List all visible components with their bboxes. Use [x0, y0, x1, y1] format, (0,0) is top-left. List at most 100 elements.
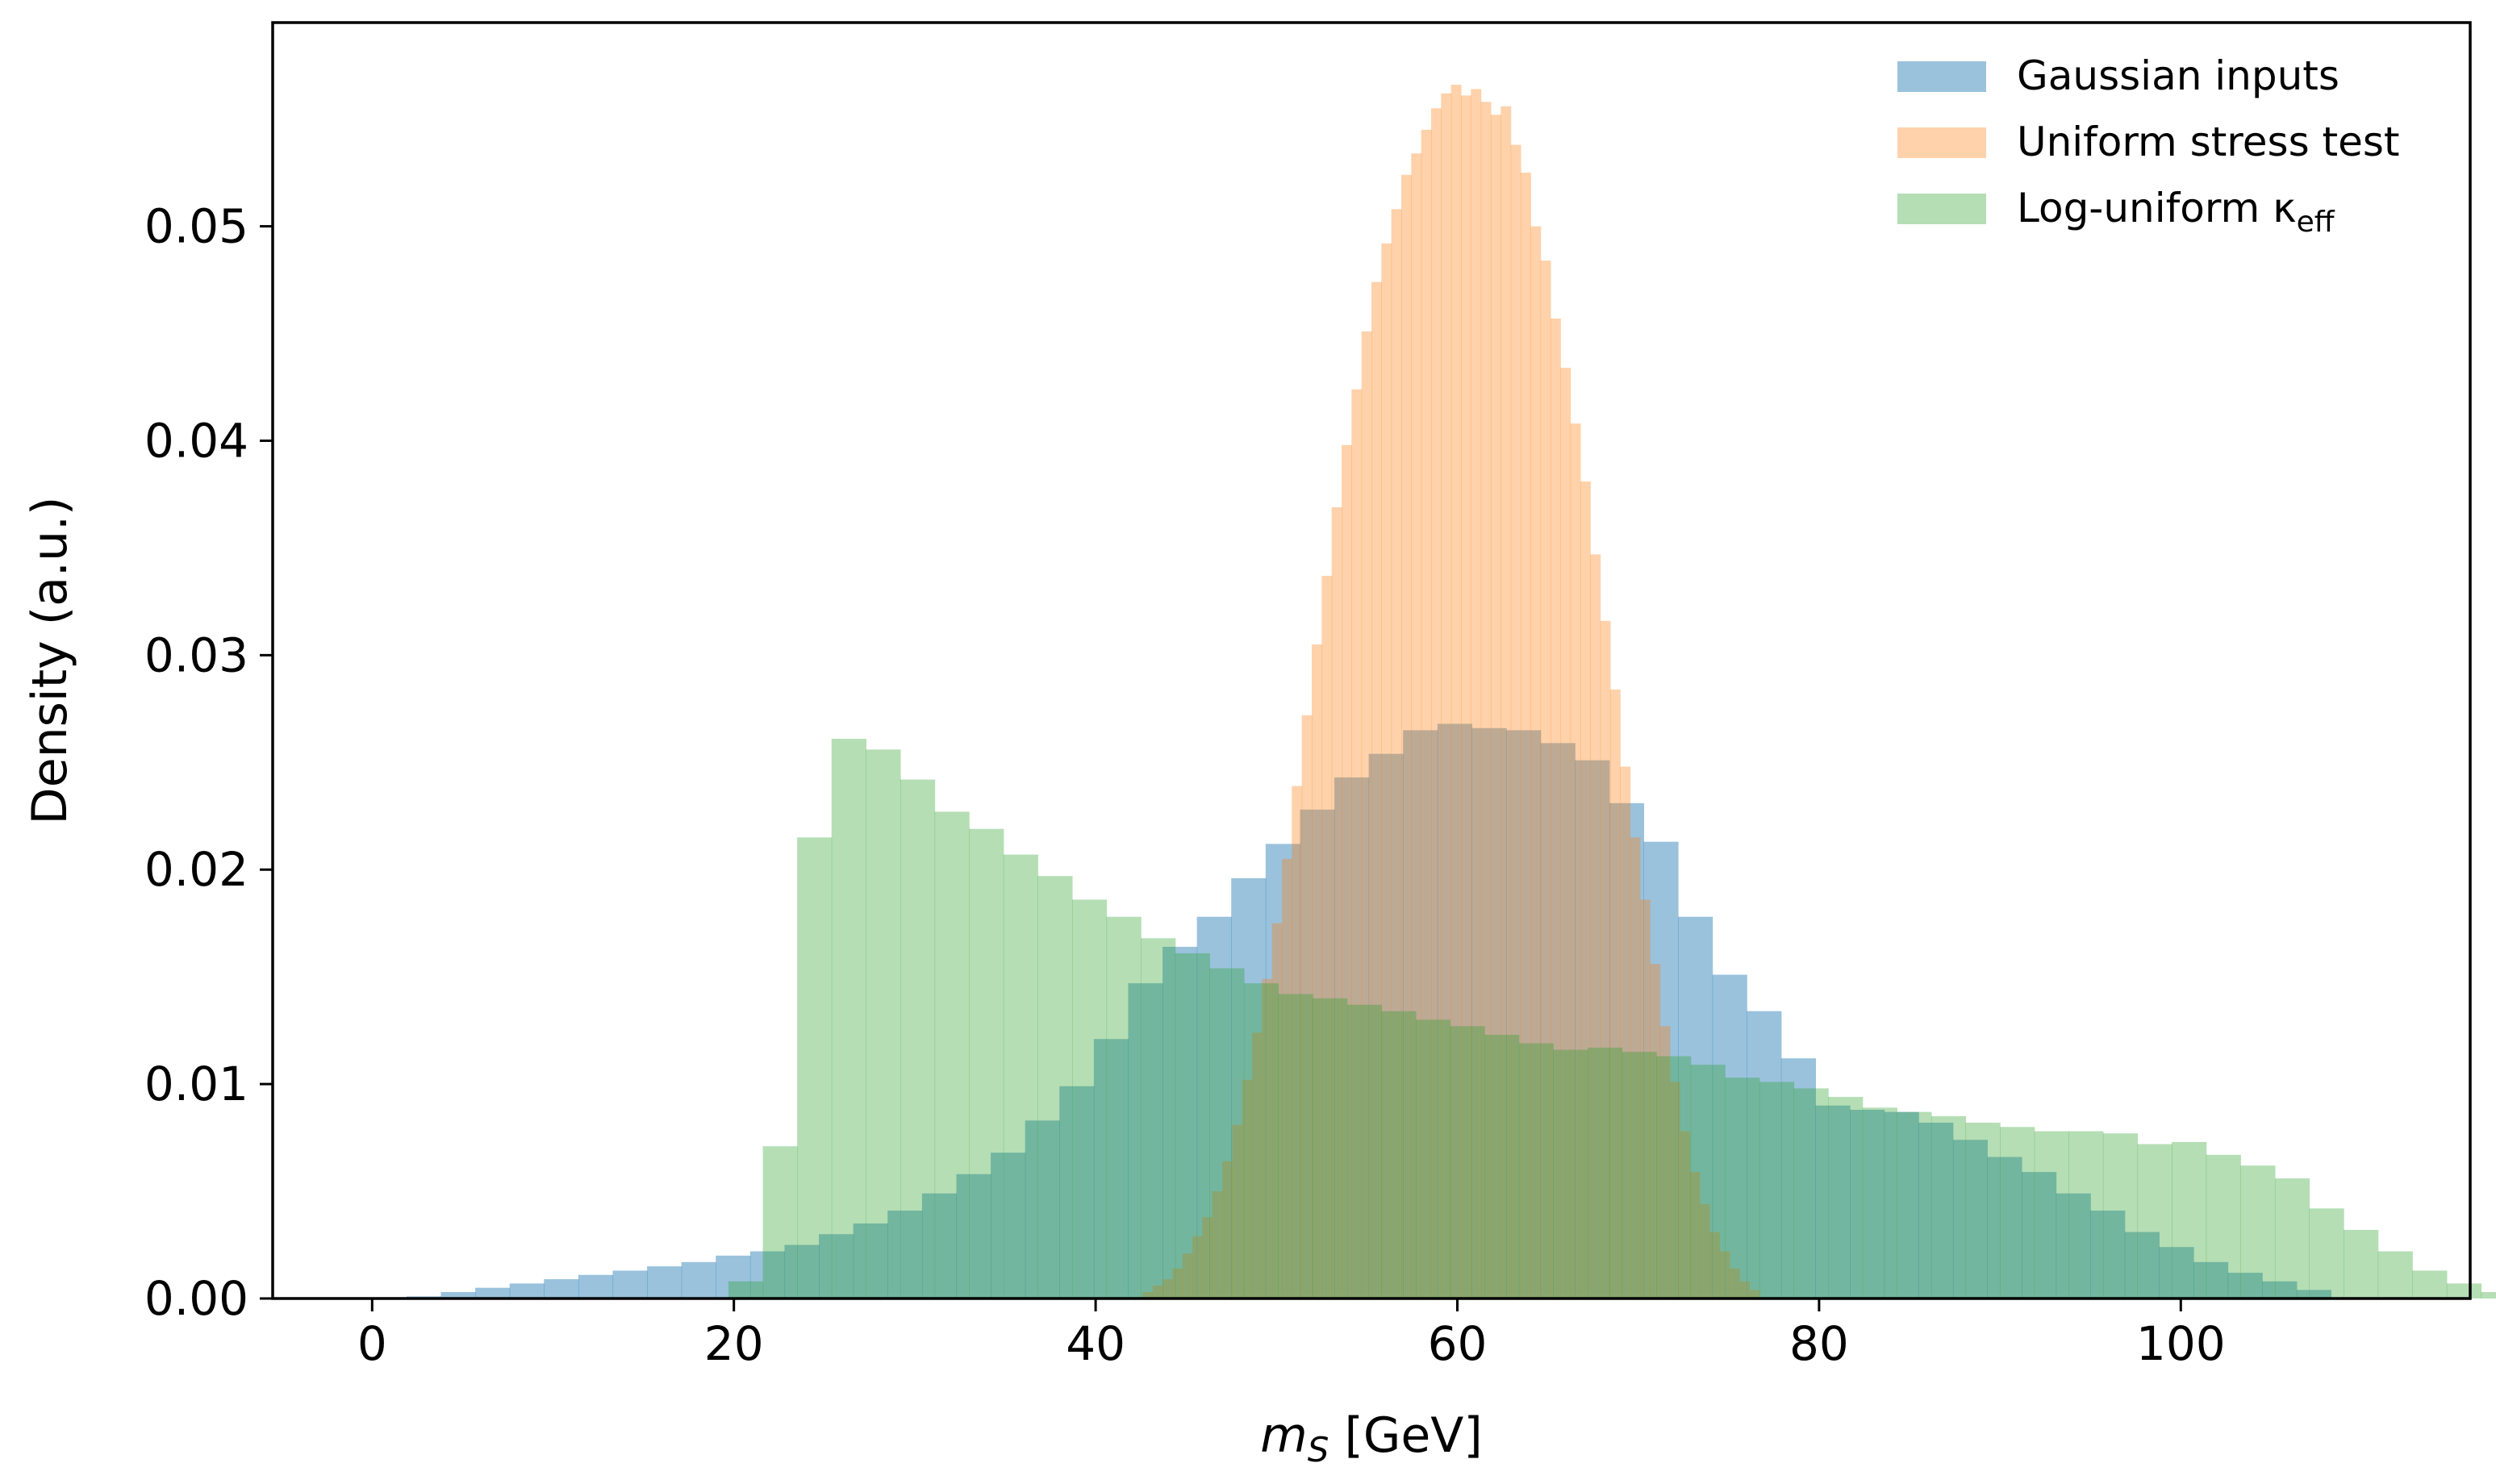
bar-uniform-13 — [1271, 923, 1283, 1298]
bar-uniform-9 — [1232, 1124, 1243, 1298]
bar-log-uniform-50 — [2446, 1283, 2482, 1298]
bar-gaussian-16 — [921, 1193, 958, 1298]
bar-gaussian-34 — [1540, 743, 1576, 1298]
bar-gaussian-56 — [2296, 1290, 2331, 1298]
bar-uniform-57 — [1709, 1232, 1721, 1298]
histogram-bars — [406, 85, 2496, 1299]
bar-gaussian-41 — [1780, 1058, 1817, 1298]
bar-uniform-60 — [1739, 1281, 1751, 1298]
bar-gaussian-26 — [1265, 844, 1301, 1298]
bar-gaussian-38 — [1678, 916, 1713, 1298]
bar-gaussian-6 — [578, 1274, 614, 1298]
bar-uniform-21 — [1351, 389, 1363, 1298]
bar-gaussian-15 — [887, 1210, 923, 1298]
bar-log-uniform-36 — [1965, 1122, 2001, 1298]
bar-gaussian-37 — [1643, 841, 1679, 1298]
bar-log-uniform-21 — [1450, 1026, 1485, 1298]
series-log-uniform — [728, 739, 2496, 1298]
bar-uniform-44 — [1580, 481, 1591, 1298]
x-tick-label-5: 100 — [2136, 1316, 2226, 1371]
bar-log-uniform-46 — [2309, 1208, 2344, 1298]
bar-uniform-36 — [1501, 106, 1512, 1299]
bar-gaussian-45 — [1918, 1122, 1954, 1298]
y-tick-label-3: 0.03 — [144, 627, 248, 682]
bar-log-uniform-7 — [969, 828, 1004, 1298]
bar-log-uniform-20 — [1415, 1019, 1451, 1298]
bar-gaussian-17 — [956, 1173, 991, 1298]
bar-uniform-61 — [1749, 1290, 1760, 1298]
bar-log-uniform-19 — [1381, 1011, 1417, 1298]
bar-gaussian-42 — [1815, 1105, 1851, 1298]
bar-gaussian-29 — [1368, 753, 1404, 1298]
bar-uniform-26 — [1400, 174, 1412, 1298]
bar-uniform-10 — [1242, 1079, 1253, 1298]
x-tick-label-0: 0 — [357, 1316, 387, 1371]
bar-log-uniform-22 — [1484, 1034, 1520, 1298]
bar-uniform-11 — [1252, 1032, 1263, 1298]
bar-uniform-0 — [1142, 1292, 1154, 1298]
bar-uniform-32 — [1460, 95, 1471, 1298]
series-uniform — [1142, 85, 1760, 1299]
bar-uniform-20 — [1342, 444, 1352, 1298]
bar-uniform-45 — [1590, 554, 1601, 1298]
bar-uniform-5 — [1192, 1236, 1203, 1298]
legend-swatch-gaussian — [1897, 61, 1986, 92]
bar-log-uniform-5 — [899, 779, 936, 1298]
bar-uniform-18 — [1321, 575, 1333, 1298]
bar-log-uniform-48 — [2377, 1251, 2413, 1298]
bar-log-uniform-17 — [1313, 998, 1348, 1298]
bar-log-uniform-39 — [2068, 1131, 2104, 1298]
bar-uniform-54 — [1680, 1131, 1691, 1298]
bar-uniform-30 — [1441, 93, 1452, 1298]
bar-gaussian-13 — [819, 1234, 854, 1298]
bar-uniform-6 — [1202, 1216, 1213, 1298]
y-tick-label-4: 0.04 — [144, 413, 248, 468]
bar-log-uniform-4 — [866, 749, 901, 1298]
bar-log-uniform-13 — [1175, 953, 1210, 1298]
bar-log-uniform-45 — [2274, 1178, 2310, 1298]
bar-log-uniform-41 — [2137, 1144, 2173, 1298]
bar-log-uniform-27 — [1656, 1056, 1692, 1298]
bar-uniform-16 — [1301, 715, 1313, 1298]
bar-gaussian-11 — [749, 1251, 786, 1298]
bar-gaussian-5 — [544, 1279, 579, 1298]
bar-log-uniform-38 — [2034, 1131, 2069, 1298]
bar-log-uniform-18 — [1346, 1004, 1382, 1298]
bar-gaussian-54 — [2227, 1273, 2263, 1298]
bar-uniform-33 — [1471, 89, 1482, 1298]
bar-gaussian-7 — [612, 1270, 648, 1298]
bar-gaussian-27 — [1300, 809, 1335, 1298]
bar-log-uniform-0 — [728, 1281, 764, 1298]
bar-uniform-51 — [1650, 964, 1661, 1298]
bar-gaussian-39 — [1712, 974, 1747, 1298]
bar-uniform-17 — [1312, 644, 1322, 1298]
bar-uniform-14 — [1282, 858, 1292, 1298]
bar-log-uniform-47 — [2344, 1229, 2379, 1298]
bar-uniform-24 — [1381, 243, 1392, 1298]
bar-log-uniform-44 — [2240, 1165, 2276, 1298]
bar-log-uniform-33 — [1862, 1107, 1897, 1298]
bar-uniform-37 — [1510, 144, 1521, 1298]
bar-uniform-55 — [1689, 1172, 1701, 1298]
bar-gaussian-3 — [475, 1287, 511, 1298]
bar-uniform-23 — [1371, 281, 1382, 1298]
bar-uniform-49 — [1630, 837, 1641, 1298]
bar-uniform-59 — [1729, 1268, 1740, 1298]
bar-gaussian-14 — [853, 1223, 888, 1298]
bar-gaussian-23 — [1162, 946, 1198, 1298]
x-tick-label-3: 60 — [1428, 1316, 1488, 1371]
bar-uniform-39 — [1530, 226, 1542, 1298]
bar-gaussian-31 — [1437, 723, 1473, 1298]
bar-log-uniform-34 — [1897, 1111, 1932, 1298]
bar-gaussian-44 — [1884, 1111, 1919, 1298]
y-tick-label-0: 0.00 — [144, 1271, 248, 1326]
bar-gaussian-55 — [2262, 1281, 2298, 1298]
x-axis-label-symbol: m — [1260, 1407, 1307, 1464]
bar-gaussian-10 — [716, 1255, 751, 1298]
bar-uniform-47 — [1609, 689, 1621, 1298]
bar-log-uniform-1 — [762, 1146, 798, 1298]
bar-uniform-46 — [1600, 620, 1611, 1298]
bar-gaussian-48 — [2021, 1172, 2057, 1298]
bar-uniform-42 — [1560, 368, 1571, 1299]
